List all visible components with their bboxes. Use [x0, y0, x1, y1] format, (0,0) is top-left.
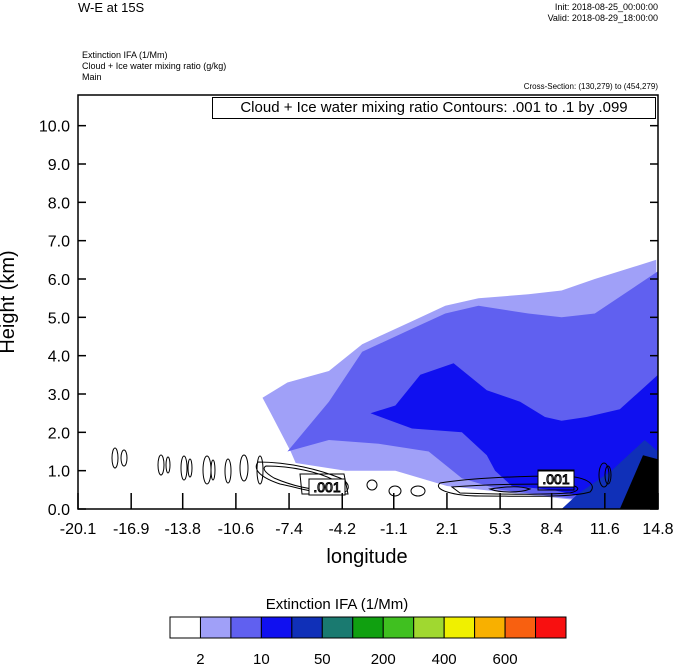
contour-line	[437, 475, 593, 497]
contour-ring	[388, 485, 402, 497]
y-axis: 0.0 1.0 2.0 3.0 4.0 5.0 6.0 7.0 8.0 9.0 10.0	[39, 119, 658, 519]
colorbar-title: Extinction IFA (1/Mm)	[265, 596, 409, 613]
y-tick-label: 6.0	[48, 272, 70, 289]
colorbar-label: 50	[314, 651, 331, 667]
contour-lines: .001 .001	[111, 447, 612, 497]
field-name-shaded: Extinction IFA (1/Mm)	[82, 50, 168, 60]
y-tick-label: 1.0	[48, 464, 70, 481]
colorbar-swatch	[382, 616, 415, 639]
contour-ring	[187, 458, 193, 478]
plot-title: W-E at 15S	[78, 0, 145, 15]
colorbar-swatch	[504, 616, 537, 639]
x-tick-label: 8.4	[541, 521, 563, 538]
contour-ring	[224, 458, 232, 484]
colorbar-label: 400	[432, 651, 457, 667]
y-tick-label: 7.0	[48, 234, 70, 251]
shaded-field	[262, 259, 658, 509]
colorbar-swatch	[230, 616, 262, 639]
colorbar-swatch	[291, 616, 323, 639]
contour-label: .001	[542, 471, 569, 487]
domain-label: Main	[82, 72, 102, 82]
colorbar-swatch	[352, 616, 384, 639]
contour-label-box	[308, 478, 346, 496]
y-tick-label: 4.0	[48, 349, 70, 366]
x-tick-label: 11.6	[590, 521, 620, 538]
x-axis-label: longitude	[326, 546, 407, 568]
shaded-region-4	[619, 455, 658, 509]
y-tick-label: 8.0	[48, 195, 70, 212]
y-tick-label: 0.0	[48, 502, 70, 519]
colorbar-label: 10	[253, 651, 270, 667]
y-tick-label: 5.0	[48, 310, 70, 327]
shaded-region-2	[370, 363, 658, 509]
colorbar-swatch	[535, 616, 567, 639]
contour-ring	[165, 456, 171, 474]
contour-legend: Cloud + Ice water mixing ratio Contours:…	[212, 97, 656, 119]
colorbar-label: 600	[493, 651, 518, 667]
colorbar-swatch	[321, 616, 354, 639]
colorbar-swatch	[474, 616, 506, 639]
init-time: Init: 2018-08-25_00:00:00	[554, 2, 658, 12]
y-tick-label: 3.0	[48, 387, 70, 404]
x-tick-label: -1.1	[380, 521, 408, 538]
field-name-contour: Cloud + Ice water mixing ratio (g/kg)	[82, 61, 227, 71]
y-tick-label: 9.0	[48, 157, 70, 174]
contour-label-box	[537, 470, 575, 488]
contour-ring	[202, 455, 212, 485]
contour-ring	[366, 479, 378, 491]
y-tick-label: 2.0	[48, 425, 70, 442]
x-tick-label: 2.1	[436, 521, 458, 538]
colorbar: 2 10 50 200 400 600	[169, 616, 567, 667]
plot-frame	[77, 94, 659, 510]
contour-ring	[210, 459, 216, 481]
y-tick-label: 10.0	[39, 119, 70, 136]
colorbar-swatch	[169, 616, 201, 639]
contour-ring	[180, 455, 188, 481]
x-tick-label: -10.6	[218, 521, 255, 538]
x-tick-label: 5.3	[489, 521, 511, 538]
contour-ring	[256, 455, 264, 485]
colorbar-swatch	[260, 616, 293, 639]
x-tick-label: -4.2	[328, 521, 356, 538]
contour-ring	[598, 462, 610, 488]
contour-ring	[120, 449, 128, 467]
contour-ring	[157, 454, 165, 476]
contour-label: .001	[313, 479, 340, 495]
colorbar-swatch	[443, 616, 476, 639]
colorbar-label: 200	[371, 651, 396, 667]
contour-line	[299, 473, 349, 495]
x-tick-label: 14.8	[642, 521, 673, 538]
x-tick-label: -13.8	[164, 521, 201, 538]
x-tick-label: -7.4	[275, 521, 303, 538]
contour-ring	[604, 465, 612, 485]
colorbar-swatch	[199, 616, 232, 639]
x-axis: -20.1 -16.9 -13.8 -10.6 -7.4 -4.2 -1.1 2.1 5.3 8.…	[60, 493, 674, 538]
colorbar-label: 2	[196, 651, 204, 667]
contour-ring	[239, 454, 249, 482]
colorbar-swatch	[413, 616, 445, 639]
y-axis-label: Height (km)	[0, 250, 19, 353]
valid-time: Valid: 2018-08-29_18:00:00	[547, 13, 658, 23]
contour-line	[488, 486, 532, 493]
x-tick-label: -20.1	[60, 521, 97, 538]
contour-ring	[410, 485, 426, 497]
x-tick-label: -16.9	[113, 521, 150, 538]
contour-ring	[111, 447, 119, 469]
cross-section-label: Cross-Section: (130,279) to (454,279)	[523, 82, 658, 91]
